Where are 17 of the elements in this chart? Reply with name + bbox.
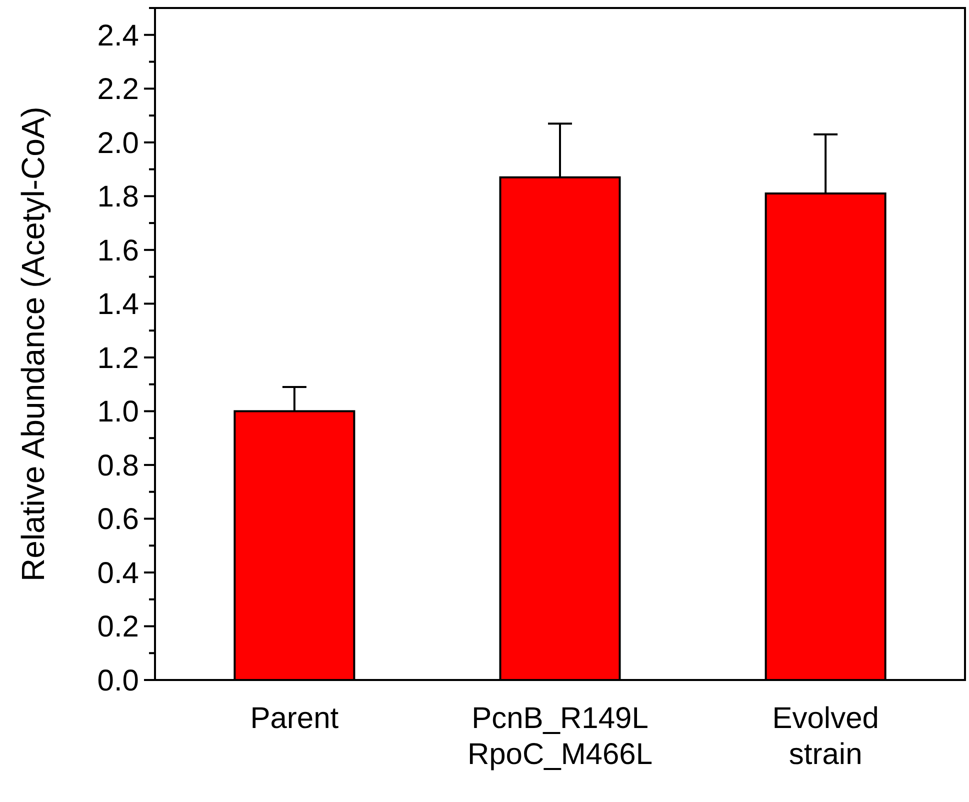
y-tick-label: 0.4 xyxy=(97,556,139,590)
y-tick-label: 1.2 xyxy=(97,342,139,375)
y-axis-title: Relative Abundance (Acetyl-CoA) xyxy=(15,106,51,582)
y-tick-label: 1.8 xyxy=(97,180,139,214)
y-tick-label: 2.4 xyxy=(97,19,139,52)
y-tick-label: 2.0 xyxy=(97,126,139,160)
x-tick-label: Parent xyxy=(250,702,340,735)
y-tick-label: 2.2 xyxy=(97,73,139,106)
x-tick-label: Evolved strain xyxy=(772,702,879,771)
y-tick-label: 0.0 xyxy=(97,664,139,698)
y-tick-label: 0.2 xyxy=(97,610,139,644)
y-tick-label: 0.6 xyxy=(97,503,139,536)
y-tick-label: 0.8 xyxy=(97,449,139,482)
y-tick-label: 1.0 xyxy=(97,396,139,429)
y-tick-label: 1.4 xyxy=(97,288,139,322)
y-tick-label: 1.6 xyxy=(97,234,139,268)
x-tick-label: PcnB_R149L RpoC_M466L xyxy=(467,702,653,771)
